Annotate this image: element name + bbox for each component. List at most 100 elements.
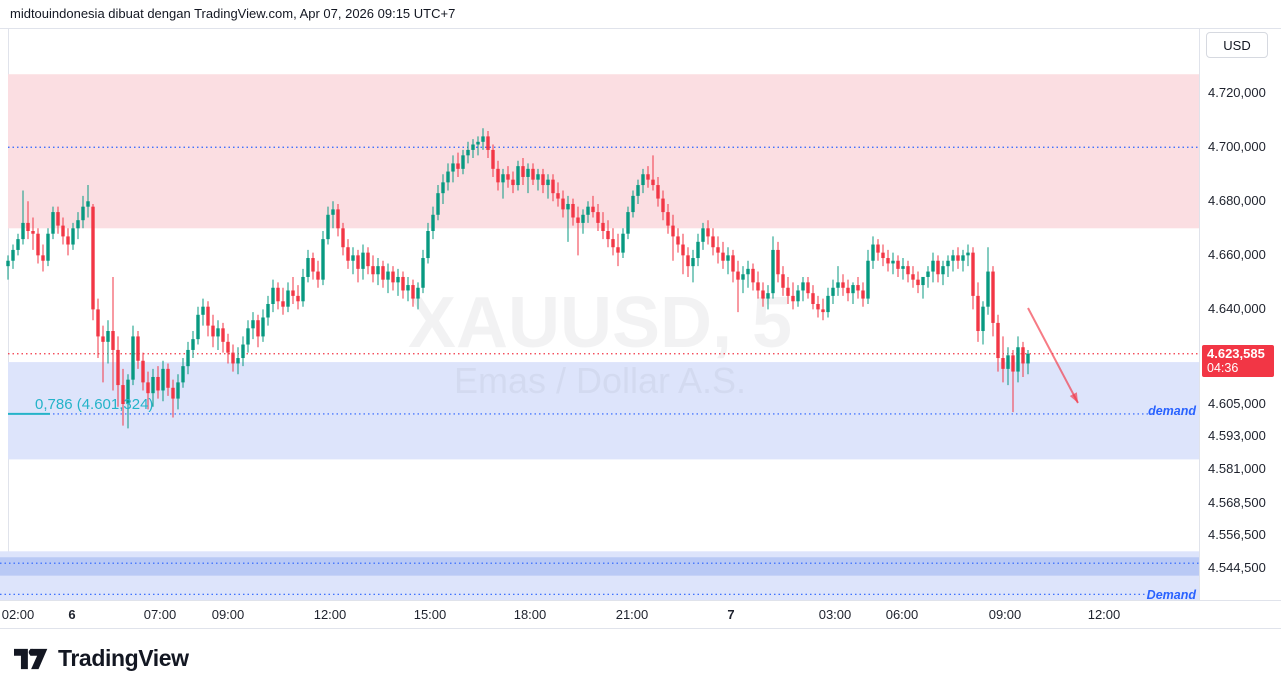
candle-body xyxy=(481,136,485,142)
candle-body xyxy=(861,290,865,299)
price-tick: 4.556,500 xyxy=(1208,527,1266,543)
candle-body xyxy=(381,266,385,280)
candle-body xyxy=(576,217,580,223)
candle-body xyxy=(571,203,575,218)
candle-body xyxy=(746,268,750,275)
candle-body xyxy=(181,366,185,383)
candle-body xyxy=(711,236,715,248)
demand-upper-label: demand xyxy=(1148,404,1196,418)
watermark-description: Emas / Dollar A.S. xyxy=(454,360,746,401)
chart-pane[interactable]: XAUUSD, 5 Emas / Dollar A.S. 0,786 (4.60… xyxy=(0,29,1199,601)
candle-body xyxy=(531,168,535,180)
candle-body xyxy=(406,285,410,291)
candle-body xyxy=(806,282,810,294)
price-axis[interactable]: USD 4.720,000 4.700,000 4.680,000 4.660,000… xyxy=(1199,29,1281,601)
candle-body xyxy=(36,233,40,256)
candle-body xyxy=(516,166,520,186)
candle-body xyxy=(686,255,690,267)
price-tick: 4.581,000 xyxy=(1208,460,1266,476)
candle-body xyxy=(726,255,730,261)
candle-body xyxy=(131,336,135,380)
candle-body xyxy=(11,249,15,261)
candle-body xyxy=(551,179,555,194)
candle-body xyxy=(666,212,670,226)
candle-body xyxy=(941,266,945,275)
candle-body xyxy=(731,255,735,272)
candle-body xyxy=(526,168,530,177)
candle-body xyxy=(841,282,845,288)
candle-body xyxy=(766,293,770,299)
candle-body xyxy=(801,282,805,291)
demand-lower-label: Demand xyxy=(1147,588,1197,601)
candle-body xyxy=(651,179,655,186)
candle-body xyxy=(246,328,250,345)
candle-body xyxy=(786,287,790,296)
candle-body xyxy=(1006,355,1010,369)
candle-body xyxy=(671,225,675,237)
time-tick: 21:00 xyxy=(615,607,649,622)
candle-body xyxy=(756,282,760,291)
candle-body xyxy=(736,271,740,280)
candle-body xyxy=(546,179,550,186)
candle-body xyxy=(366,252,370,267)
candle-body xyxy=(291,290,295,296)
candle-body xyxy=(851,285,855,294)
candle-body xyxy=(56,212,60,226)
time-axis[interactable]: 02:00 6 07:00 09:00 12:00 15:00 18:00 21:00 7 03:… xyxy=(0,600,1281,629)
candle-body xyxy=(506,174,510,180)
candle-body xyxy=(936,260,940,275)
candle-body xyxy=(921,276,925,286)
candle-body xyxy=(376,266,380,275)
candle-body xyxy=(421,258,425,288)
candle-body xyxy=(916,279,920,286)
candle-body xyxy=(611,239,615,248)
candle-body xyxy=(21,222,25,240)
currency-usd-button[interactable]: USD xyxy=(1206,32,1268,58)
candle-body xyxy=(636,185,640,196)
candle-body xyxy=(581,214,585,223)
down-arrow-line[interactable] xyxy=(1027,307,1079,404)
candle-body xyxy=(501,174,505,183)
candle-body xyxy=(231,352,235,364)
candle-body xyxy=(816,303,820,310)
series-layer xyxy=(0,128,1199,595)
supply-zone xyxy=(8,74,1199,229)
candle-body xyxy=(106,331,110,342)
candle-body xyxy=(1021,347,1025,364)
candle-body xyxy=(981,306,985,332)
candle-body xyxy=(311,258,315,272)
candle-body xyxy=(771,249,775,294)
candle-body xyxy=(836,282,840,288)
time-tick-day: 6 xyxy=(68,607,76,622)
candle-body xyxy=(16,239,20,250)
candle-body xyxy=(176,382,180,399)
candle-body xyxy=(391,271,395,283)
candle-body xyxy=(431,214,435,232)
down-arrow-head xyxy=(1069,392,1078,403)
time-tick: 09:00 xyxy=(988,607,1022,622)
tradingview-logo-text: TradingView xyxy=(58,645,189,671)
candle-body xyxy=(976,295,980,332)
candle-body xyxy=(696,241,700,259)
candle-body xyxy=(346,247,350,261)
candle-body xyxy=(866,260,870,299)
candle-body xyxy=(961,255,965,261)
candle-body xyxy=(641,174,645,186)
time-tick: 03:00 xyxy=(818,607,852,622)
candle-body xyxy=(691,258,695,267)
candle-body xyxy=(156,376,160,391)
time-tick-day: 7 xyxy=(727,607,735,622)
candle-body xyxy=(251,320,255,329)
candle-body xyxy=(66,236,70,245)
candle-body xyxy=(486,136,490,150)
candle-body xyxy=(96,309,100,337)
candle-body xyxy=(986,271,990,307)
footer: TradingView xyxy=(0,629,1281,687)
candle-body xyxy=(1011,355,1015,372)
time-tick: 18:00 xyxy=(513,607,547,622)
candle-body xyxy=(111,331,115,350)
bar-countdown: 04:36 xyxy=(1207,360,1239,375)
price-tick: 4.640,000 xyxy=(1208,301,1266,317)
candle-body xyxy=(626,212,630,234)
